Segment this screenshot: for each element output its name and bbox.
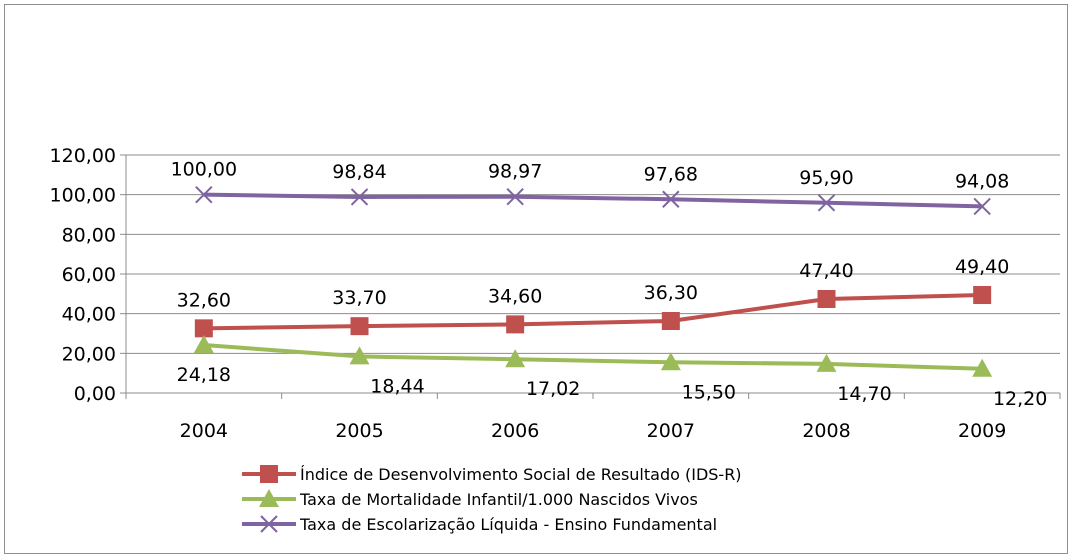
- data-label: 98,97: [488, 161, 542, 183]
- data-label: 18,44: [370, 375, 424, 397]
- data-label: 24,18: [177, 364, 231, 386]
- y-axis-ticks: 0,00 20,00 40,00 60,00 80,00 100,00 120,00: [50, 145, 116, 405]
- series-line: [203, 343, 983, 371]
- x-marker-stroke: [260, 515, 278, 533]
- legend-label: Taxa de Escolarização Líquida - Ensino F…: [299, 515, 717, 534]
- data-label: 49,40: [955, 256, 1009, 278]
- x-marker: [195, 185, 213, 204]
- y-tick-label: 20,00: [62, 343, 116, 365]
- triangle-marker: [505, 349, 526, 368]
- x-tick-label: 2008: [802, 420, 850, 442]
- x-tick-label: 2007: [647, 420, 695, 442]
- legend: Índice de Desenvolvimento Social de Resu…: [242, 465, 742, 534]
- legend-label: Índice de Desenvolvimento Social de Resu…: [300, 465, 742, 484]
- legend-item-2: Taxa de Mortalidade Infantil/1.000 Nasci…: [242, 489, 698, 509]
- legend-item-3: Taxa de Escolarização Líquida - Ensino F…: [242, 515, 717, 534]
- x-marker-stroke: [662, 190, 680, 208]
- x-marker-stroke: [817, 194, 836, 212]
- x-tick-label: 2005: [335, 420, 383, 442]
- triangle-marker: [660, 352, 681, 371]
- data-label: 36,30: [644, 282, 698, 304]
- square-marker: [350, 317, 369, 336]
- data-label: 12,20: [993, 388, 1047, 410]
- x-marker-stroke: [350, 188, 369, 206]
- square-marker: [194, 319, 213, 338]
- square-marker: [260, 465, 278, 483]
- y-tick-label: 100,00: [50, 185, 116, 207]
- series-3: [195, 185, 991, 216]
- chart-frame: [4, 4, 1068, 554]
- triangle-marker: [259, 489, 279, 507]
- y-tick-label: 80,00: [62, 224, 116, 246]
- x-marker: [973, 197, 991, 216]
- data-label: 94,08: [955, 170, 1009, 192]
- data-label: 15,50: [682, 381, 736, 403]
- triangle-marker: [972, 358, 993, 377]
- x-marker-stroke: [506, 188, 524, 206]
- x-axis-ticks: 2004 2005 2006 2007 2008 2009: [180, 420, 1007, 442]
- x-marker: [506, 188, 524, 206]
- y-tick-label: 120,00: [50, 145, 116, 167]
- axes: [120, 154, 1061, 399]
- x-marker: [662, 190, 680, 208]
- x-marker: [350, 188, 369, 206]
- y-tick-label: 0,00: [74, 383, 116, 405]
- x-tick-label: 2006: [491, 420, 539, 442]
- data-label: 14,70: [837, 383, 891, 405]
- data-label: 47,40: [799, 260, 853, 282]
- triangle-marker: [349, 346, 370, 365]
- series-2: [193, 335, 993, 377]
- square-marker: [973, 286, 992, 305]
- data-label: 33,70: [332, 287, 386, 309]
- series-line: [203, 192, 983, 209]
- x-marker-stroke: [973, 197, 991, 216]
- y-tick-label: 60,00: [62, 264, 116, 286]
- square-marker: [506, 315, 525, 334]
- x-tick-label: 2004: [180, 420, 228, 442]
- x-marker: [260, 515, 278, 533]
- triangle-marker: [193, 335, 214, 354]
- legend-item-1: Índice de Desenvolvimento Social de Resu…: [242, 465, 742, 484]
- data-labels: 32,60 33,70 34,60 36,30 47,40 49,40 24,18 18,44…: [171, 159, 1048, 410]
- series-group: [193, 185, 993, 377]
- x-marker: [817, 194, 836, 212]
- square-marker: [661, 312, 680, 331]
- data-label: 17,02: [526, 378, 580, 400]
- x-tick-label: 2009: [958, 420, 1006, 442]
- series-1: [194, 286, 992, 338]
- square-marker: [817, 289, 836, 308]
- data-label: 98,84: [332, 161, 386, 183]
- series-line: [203, 293, 983, 331]
- data-label: 97,68: [644, 163, 698, 185]
- x-marker-stroke: [195, 185, 213, 204]
- data-label: 32,60: [177, 289, 231, 311]
- data-label: 100,00: [171, 159, 237, 181]
- data-label: 34,60: [488, 285, 542, 307]
- legend-label: Taxa de Mortalidade Infantil/1.000 Nasci…: [299, 490, 698, 509]
- data-label: 95,90: [799, 167, 853, 189]
- triangle-marker: [816, 353, 837, 372]
- y-tick-label: 40,00: [62, 304, 116, 326]
